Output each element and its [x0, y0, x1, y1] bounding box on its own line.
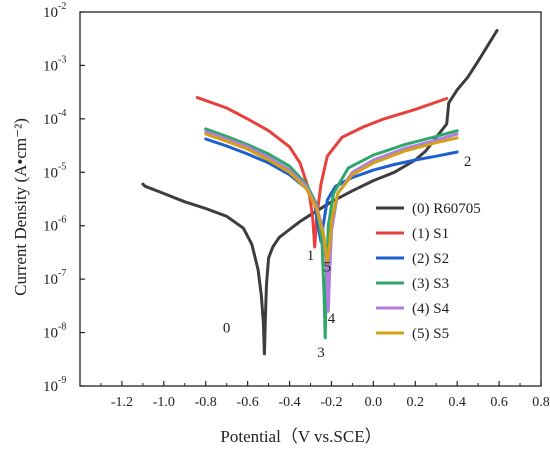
y-tick-exponent: -2 — [58, 1, 66, 12]
legend-label: (2) S2 — [412, 251, 449, 267]
y-tick-exponent: -4 — [58, 108, 66, 119]
legend-label: (1) S1 — [412, 226, 449, 242]
y-tick-exponent: -9 — [58, 375, 66, 386]
legend-label: (3) S3 — [412, 276, 449, 292]
y-axis-ticks: 10-910-810-710-610-510-410-310-2 — [43, 1, 85, 395]
x-tick-label: -0.8 — [195, 395, 217, 410]
y-tick-label: 10 — [43, 272, 58, 288]
x-tick-label: -0.6 — [237, 395, 259, 410]
legend-label: (0) R60705 — [412, 201, 481, 217]
y-tick-exponent: -6 — [58, 215, 66, 226]
y-tick-exponent: -7 — [58, 268, 66, 279]
x-tick-label: -0.2 — [320, 395, 342, 410]
curve-annotation: 1 — [307, 248, 315, 264]
x-tick-label: -1.2 — [111, 395, 133, 410]
curve-annotation: 4 — [328, 311, 336, 327]
x-tick-label: 0.4 — [448, 395, 466, 410]
y-tick-label: 10 — [43, 165, 58, 181]
curve-annotation: 0 — [223, 321, 231, 337]
x-tick-label: -0.4 — [278, 395, 300, 410]
legend-label: (4) S4 — [412, 301, 450, 317]
x-tick-label: -1.0 — [153, 395, 175, 410]
y-tick-exponent: -8 — [58, 322, 66, 333]
y-tick-exponent: -5 — [58, 161, 66, 172]
legend-label: (5) S5 — [412, 326, 449, 342]
y-tick-label: 10 — [43, 326, 58, 342]
x-tick-label: 0.0 — [365, 395, 383, 410]
legend: (0) R60705 (1) S1 (2) S2 (3) S3 (4) S4 (5) S5 — [376, 201, 481, 342]
y-tick-label: 10 — [43, 219, 58, 235]
y-tick-exponent: -3 — [58, 54, 66, 65]
x-axis-label: Potential（V vs.SCE） — [220, 427, 381, 446]
y-axis-label: Current Density (A•cm⁻²) — [11, 118, 30, 296]
y-tick-label: 10 — [43, 58, 58, 74]
curve-annotation: 5 — [324, 259, 332, 275]
y-tick-label: 10 — [43, 112, 58, 128]
curve-annotation: 3 — [317, 345, 325, 361]
y-tick-label: 10 — [43, 379, 58, 395]
x-tick-label: 0.8 — [532, 395, 550, 410]
x-tick-label: 0.6 — [490, 395, 508, 410]
curve-annotation: 2 — [464, 154, 472, 170]
y-tick-label: 10 — [43, 5, 58, 21]
x-tick-label: 0.2 — [407, 395, 425, 410]
